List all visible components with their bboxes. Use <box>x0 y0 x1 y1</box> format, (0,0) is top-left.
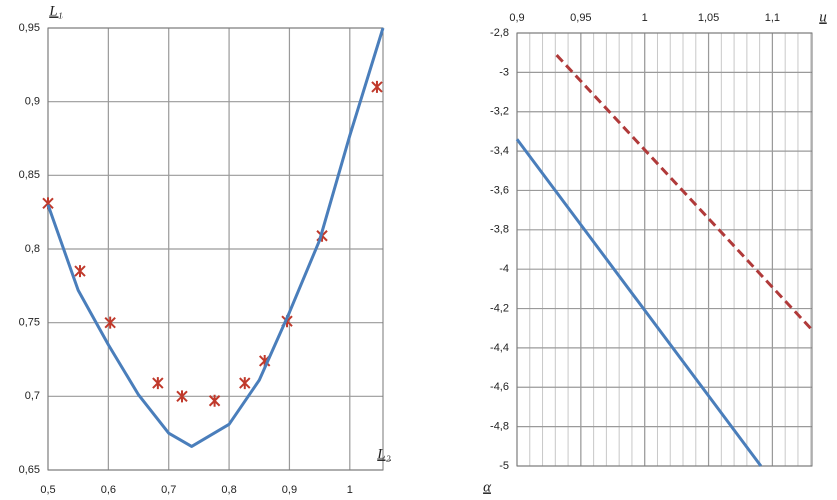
y-tick-label: 0,95 <box>19 22 40 34</box>
scatter-point <box>74 265 86 278</box>
y-tick-label: 0,7 <box>25 390 40 402</box>
scatter-point <box>176 390 188 403</box>
scatter-point <box>239 377 251 390</box>
plot-frame <box>516 32 813 467</box>
x-tick-label: 0,5 <box>40 484 55 496</box>
y-tick-label: -3 <box>499 66 509 78</box>
y-tick-label: -2,8 <box>490 27 509 39</box>
y-tick-label: 0,85 <box>19 169 40 181</box>
x-tick-label: 1,05 <box>698 12 719 24</box>
y-tick-label: -3,8 <box>490 224 509 236</box>
series-line <box>555 54 814 331</box>
y-tick-label: -3,2 <box>490 106 509 118</box>
plot-frame <box>47 27 384 471</box>
y-tick-label: -4,4 <box>490 342 509 354</box>
x-tick-label: 1,1 <box>765 12 780 24</box>
x-tick-label: 1 <box>347 484 353 496</box>
series-line <box>515 138 763 467</box>
x-tick-label: 0,9 <box>509 12 524 24</box>
x-tick-label: 0,9 <box>282 484 297 496</box>
scatter-point <box>208 394 221 407</box>
x-tick-label: 0,7 <box>161 484 176 496</box>
y-tick-label: -5 <box>499 460 509 472</box>
series-line <box>46 27 385 448</box>
scatter-point <box>371 80 383 93</box>
y-tick-label: -4,6 <box>490 381 509 393</box>
y-tick-label: 0,75 <box>19 317 40 329</box>
y-axis-title: L₁ <box>48 3 63 19</box>
x-tick-label: 1 <box>642 12 648 24</box>
scatter-point <box>104 316 116 329</box>
x-axis-title: L₂ <box>376 446 391 462</box>
y-axis-title: α <box>483 479 492 495</box>
y-tick-label: 0,65 <box>19 464 40 476</box>
y-tick-label: 0,9 <box>25 96 40 108</box>
x-axis-title: u <box>819 9 827 25</box>
x-tick-label: 0,8 <box>221 484 236 496</box>
y-tick-label: -3,6 <box>490 184 509 196</box>
y-tick-label: -4,2 <box>490 302 509 314</box>
y-tick-label: -4,8 <box>490 421 509 433</box>
y-tick-label: -4 <box>499 263 509 275</box>
y-tick-label: 0,8 <box>25 243 40 255</box>
x-tick-label: 0,6 <box>101 484 116 496</box>
scatter-point <box>152 377 164 390</box>
x-tick-label: 0,95 <box>570 12 591 24</box>
y-tick-label: -3,4 <box>490 145 509 157</box>
